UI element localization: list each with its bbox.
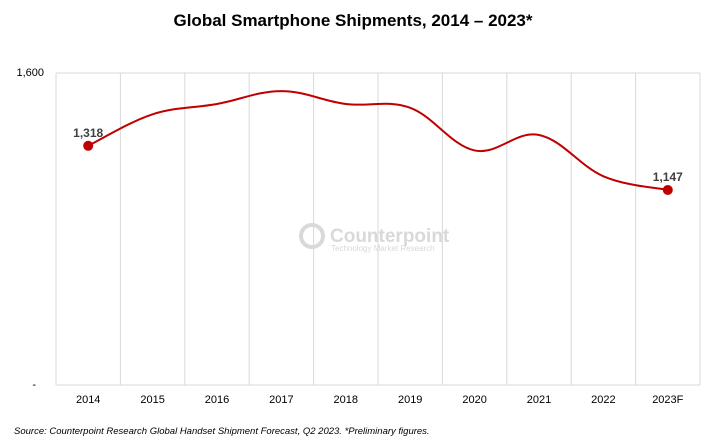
watermark-logo-icon [299,223,325,249]
x-tick-label: 2021 [527,394,551,406]
x-axis: 2014 2015 2016 2017 2018 2019 2020 2021 2022 2023… [76,394,684,406]
data-point-marker [83,140,94,151]
axes: 1,600 - [16,67,44,391]
data-label: 1,318 [73,126,103,140]
data-point-marker [662,184,673,195]
series [83,90,673,195]
x-tick-label: 2017 [269,394,293,406]
chart-title: Global Smartphone Shipments, 2014 – 2023… [173,11,532,30]
x-tick-label: 2019 [398,394,422,406]
data-label: 1,147 [653,170,683,184]
watermark-name: Counterpoint [330,226,450,247]
grid [55,72,701,386]
x-tick-label: 2023F [652,394,683,406]
source-note: Source: Counterpoint Research Global Han… [14,426,430,437]
series-line [87,90,669,191]
x-tick-label: 2016 [205,394,229,406]
watermark: Counterpoint Technology Market Research [299,223,450,253]
y-tick-label: 1,600 [16,67,44,79]
y-tick-label: - [32,379,36,391]
watermark-tagline: Technology Market Research [331,244,435,253]
x-tick-label: 2022 [591,394,615,406]
x-tick-label: 2014 [76,394,100,406]
x-tick-label: 2020 [462,394,486,406]
data-labels: 1,318 1,147 [73,126,683,184]
x-tick-label: 2015 [140,394,164,406]
x-tick-label: 2018 [334,394,358,406]
